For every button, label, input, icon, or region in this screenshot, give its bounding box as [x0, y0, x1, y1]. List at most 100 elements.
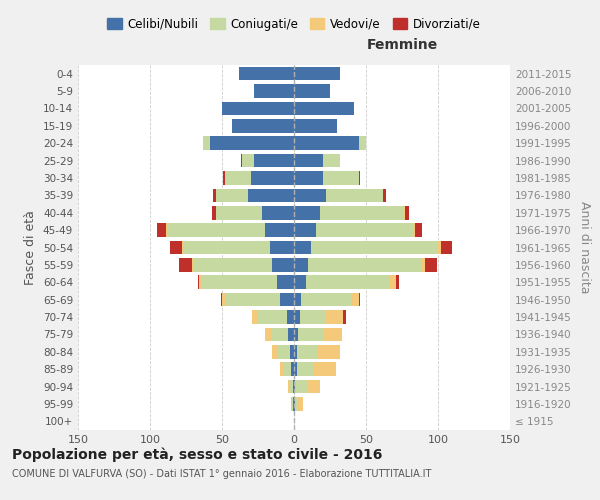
- Bar: [441, 240, 452, 254]
- Bar: [193, 258, 272, 272]
- Bar: [294, 154, 323, 168]
- Bar: [294, 328, 298, 341]
- Bar: [183, 240, 269, 254]
- Bar: [222, 293, 225, 306]
- Bar: [308, 258, 421, 272]
- Bar: [157, 224, 166, 237]
- Bar: [295, 380, 307, 394]
- Bar: [320, 206, 403, 220]
- Bar: [343, 310, 346, 324]
- Bar: [298, 397, 302, 410]
- Bar: [305, 276, 389, 289]
- Bar: [359, 293, 360, 306]
- Legend: Celibi/Nubili, Coniugati/e, Vedovi/e, Divorziati/e: Celibi/Nubili, Coniugati/e, Vedovi/e, Di…: [103, 13, 485, 36]
- Bar: [251, 171, 294, 185]
- Text: Femmine: Femmine: [367, 38, 437, 52]
- Bar: [317, 345, 340, 358]
- Bar: [179, 258, 192, 272]
- Bar: [170, 240, 182, 254]
- Bar: [214, 188, 216, 202]
- Bar: [248, 188, 294, 202]
- Bar: [301, 293, 352, 306]
- Text: COMUNE DI VALFURVA (SO) - Dati ISTAT 1° gennaio 2016 - Elaborazione TUTTITALIA.I: COMUNE DI VALFURVA (SO) - Dati ISTAT 1° …: [12, 469, 431, 479]
- Bar: [389, 276, 396, 289]
- Bar: [294, 136, 359, 150]
- Bar: [421, 258, 425, 272]
- Bar: [297, 345, 317, 358]
- Bar: [294, 310, 300, 324]
- Bar: [383, 188, 386, 202]
- Bar: [225, 293, 280, 306]
- Bar: [290, 345, 294, 358]
- Bar: [294, 188, 326, 202]
- Bar: [294, 102, 355, 115]
- Bar: [294, 276, 305, 289]
- Bar: [293, 380, 294, 394]
- Bar: [294, 206, 320, 220]
- Bar: [294, 119, 337, 132]
- Bar: [294, 345, 297, 358]
- Bar: [280, 293, 294, 306]
- Bar: [413, 224, 415, 237]
- Bar: [359, 136, 366, 150]
- Bar: [287, 310, 294, 324]
- Bar: [323, 171, 359, 185]
- Bar: [203, 136, 211, 150]
- Bar: [216, 188, 248, 202]
- Bar: [326, 188, 383, 202]
- Bar: [316, 224, 413, 237]
- Bar: [300, 310, 326, 324]
- Bar: [293, 397, 294, 410]
- Bar: [167, 224, 265, 237]
- Bar: [284, 362, 291, 376]
- Bar: [291, 362, 294, 376]
- Bar: [323, 154, 340, 168]
- Bar: [359, 171, 360, 185]
- Text: Popolazione per età, sesso e stato civile - 2016: Popolazione per età, sesso e stato civil…: [12, 448, 382, 462]
- Bar: [294, 224, 316, 237]
- Y-axis label: Fasce di età: Fasce di età: [25, 210, 37, 285]
- Bar: [182, 240, 183, 254]
- Bar: [291, 397, 293, 410]
- Bar: [265, 224, 294, 237]
- Bar: [294, 258, 308, 272]
- Bar: [202, 276, 277, 289]
- Bar: [225, 171, 251, 185]
- Bar: [252, 310, 258, 324]
- Bar: [223, 171, 225, 185]
- Bar: [192, 258, 193, 272]
- Bar: [425, 258, 437, 272]
- Bar: [197, 276, 199, 289]
- Bar: [288, 380, 290, 394]
- Bar: [222, 102, 294, 115]
- Bar: [278, 345, 290, 358]
- Bar: [294, 362, 297, 376]
- Bar: [415, 224, 422, 237]
- Bar: [405, 206, 409, 220]
- Bar: [295, 397, 298, 410]
- Bar: [403, 206, 405, 220]
- Bar: [294, 293, 301, 306]
- Bar: [242, 154, 254, 168]
- Bar: [294, 380, 295, 394]
- Bar: [294, 397, 295, 410]
- Bar: [294, 84, 330, 98]
- Bar: [280, 362, 284, 376]
- Bar: [307, 380, 320, 394]
- Bar: [216, 206, 262, 220]
- Bar: [262, 206, 294, 220]
- Bar: [232, 119, 294, 132]
- Bar: [221, 293, 222, 306]
- Bar: [272, 345, 278, 358]
- Bar: [396, 276, 399, 289]
- Y-axis label: Anni di nascita: Anni di nascita: [578, 201, 591, 294]
- Bar: [269, 240, 294, 254]
- Bar: [438, 240, 441, 254]
- Bar: [290, 380, 293, 394]
- Bar: [314, 362, 336, 376]
- Bar: [297, 362, 314, 376]
- Bar: [294, 171, 323, 185]
- Bar: [352, 293, 359, 306]
- Bar: [166, 224, 167, 237]
- Bar: [271, 328, 288, 341]
